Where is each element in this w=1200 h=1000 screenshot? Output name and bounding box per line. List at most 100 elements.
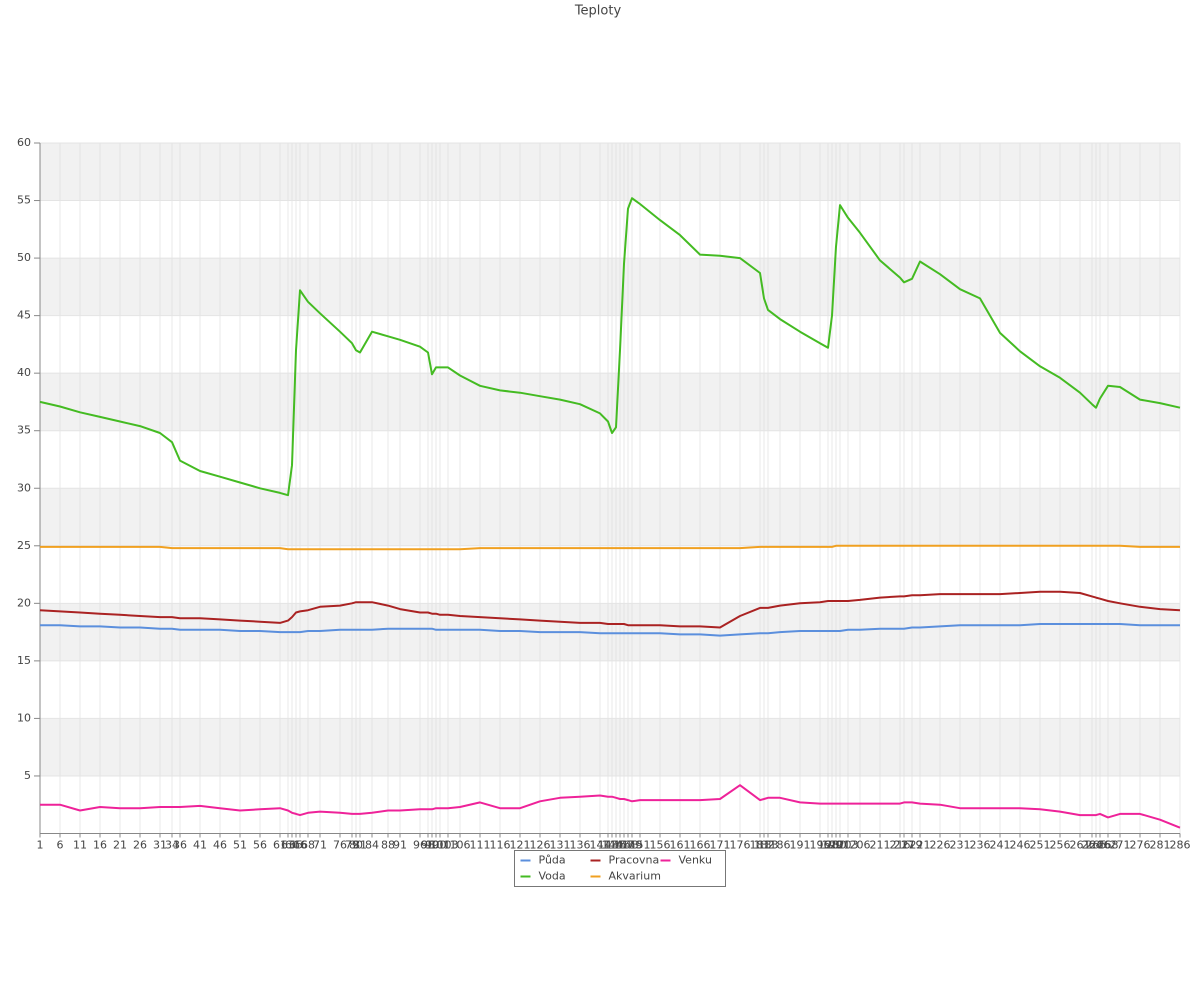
x-tick-label: 281: [1150, 839, 1171, 852]
x-tick-label: 149: [622, 839, 643, 852]
x-tick-label: 16: [93, 839, 107, 852]
legend-box: [514, 850, 726, 887]
x-tick-label: 76: [333, 839, 347, 852]
legend-label: Pracovna: [609, 854, 660, 867]
series-line: [40, 784, 1181, 829]
x-tick-label: 26: [133, 839, 147, 852]
series-line: [39, 590, 1181, 629]
x-tick-label: 100: [426, 839, 447, 852]
grid-band: [40, 373, 1180, 431]
x-tick-label: 1: [37, 839, 44, 852]
y-tick-label: 40: [17, 366, 31, 379]
x-tick-label: 11: [73, 839, 87, 852]
x-tick-label: 64: [285, 839, 299, 852]
x-tick-label: 84: [365, 839, 379, 852]
x-tick-label: 261: [1070, 839, 1091, 852]
x-tick-label: 6: [57, 839, 64, 852]
x-tick-label: 99: [425, 839, 439, 852]
x-tick-label: 171: [710, 839, 731, 852]
x-tick-label: 271: [1110, 839, 1131, 852]
x-tick-label: 183: [758, 839, 779, 852]
x-tick-label: 198: [818, 839, 839, 852]
x-tick-label: 264: [1082, 839, 1103, 852]
x-tick-label: 151: [630, 839, 651, 852]
y-tick-label: 15: [17, 654, 31, 667]
legend-label: Venku: [679, 854, 712, 867]
x-tick-label: 176: [730, 839, 751, 852]
x-tick-label: 79: [345, 839, 359, 852]
x-tick-label: 268: [1098, 839, 1119, 852]
x-tick-label: 199: [822, 839, 843, 852]
x-tick-label: 56: [253, 839, 267, 852]
y-tick-label: 45: [17, 309, 31, 322]
y-tick-label: 50: [17, 251, 31, 264]
x-tick-label: 200: [826, 839, 847, 852]
x-tick-label: 236: [970, 839, 991, 852]
x-tick-label: 101: [430, 839, 451, 852]
x-tick-label: 147: [614, 839, 635, 852]
grid-band: [40, 258, 1180, 316]
x-tick-label: 126: [530, 839, 551, 852]
y-tick-label: 30: [17, 481, 31, 494]
x-tick-label: 148: [618, 839, 639, 852]
x-tick-label: 98: [421, 839, 435, 852]
x-tick-label: 286: [1170, 839, 1191, 852]
x-tick-label: 265: [1086, 839, 1107, 852]
x-tick-label: 231: [950, 839, 971, 852]
x-tick-label: 276: [1130, 839, 1151, 852]
x-tick-label: 143: [598, 839, 619, 852]
y-tick-label: 10: [17, 711, 31, 724]
grid-band: [40, 603, 1180, 661]
x-tick-label: 88: [381, 839, 395, 852]
x-tick-label: 61: [273, 839, 287, 852]
x-tick-label: 182: [754, 839, 775, 852]
x-tick-label: 146: [610, 839, 631, 852]
legend-label: Půda: [539, 854, 566, 867]
x-tick-label: 66: [293, 839, 307, 852]
x-tick-label: 216: [890, 839, 911, 852]
x-tick-label: 106: [450, 839, 471, 852]
series-line: [40, 623, 1180, 637]
x-tick-label: 211: [870, 839, 891, 852]
x-tick-label: 136: [570, 839, 591, 852]
x-tick-label: 121: [510, 839, 531, 852]
grid-band: [40, 143, 1180, 201]
x-tick-label: 36: [173, 839, 187, 852]
x-tick-label: 256: [1050, 839, 1071, 852]
x-tick-label: 46: [213, 839, 227, 852]
x-tick-label: 181: [750, 839, 771, 852]
y-tick-label: 25: [17, 539, 31, 552]
x-tick-label: 246: [1010, 839, 1031, 852]
x-tick-label: 71: [313, 839, 327, 852]
chart-title: Teploty: [574, 4, 622, 19]
y-tick-label: 5: [24, 769, 31, 782]
legend-label: Akvarium: [609, 870, 661, 883]
x-tick-label: 206: [850, 839, 871, 852]
y-tick-label: 60: [17, 136, 31, 149]
x-tick-label: 226: [930, 839, 951, 852]
x-tick-label: 34: [165, 839, 179, 852]
x-tick-label: 68: [301, 839, 315, 852]
x-tick-label: 145: [606, 839, 627, 852]
x-tick-label: 201: [830, 839, 851, 852]
x-tick-label: 96: [413, 839, 427, 852]
x-tick-label: 186: [770, 839, 791, 852]
series-line: [39, 197, 1181, 497]
y-tick-label: 55: [17, 194, 31, 207]
x-tick-label: 203: [838, 839, 859, 852]
x-tick-label: 196: [810, 839, 831, 852]
x-tick-label: 144: [602, 839, 623, 852]
x-tick-label: 103: [438, 839, 459, 852]
legend-label: Voda: [539, 870, 566, 883]
x-tick-label: 63: [281, 839, 295, 852]
x-tick-label: 131: [550, 839, 571, 852]
x-tick-label: 156: [650, 839, 671, 852]
x-tick-label: 266: [1090, 839, 1111, 852]
y-tick-label: 35: [17, 424, 31, 437]
x-tick-label: 31: [153, 839, 167, 852]
x-tick-label: 116: [490, 839, 511, 852]
x-tick-label: 221: [910, 839, 931, 852]
x-tick-label: 219: [902, 839, 923, 852]
x-tick-label: 81: [353, 839, 367, 852]
x-tick-label: 251: [1030, 839, 1051, 852]
